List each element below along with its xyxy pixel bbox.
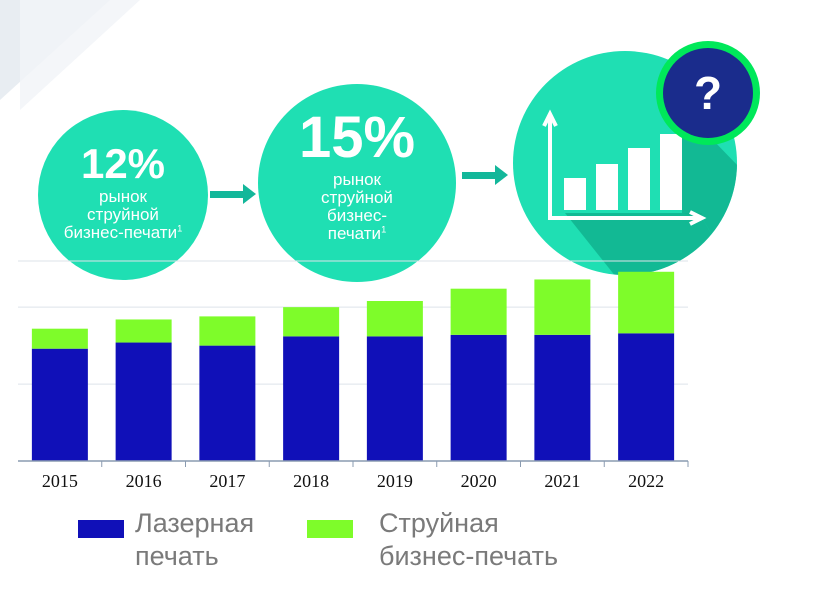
market-share-label: рынок струйной бизнес-печати1	[321, 170, 393, 243]
bar-laser-2020	[450, 334, 507, 461]
corner-decoration	[0, 0, 140, 110]
x-tick-label-2016: 2016	[126, 471, 162, 491]
question-badge: ?	[656, 41, 760, 145]
market-share-bubble-2015: 12% рынок струйной бизнес-печати1	[38, 110, 208, 280]
question-mark-icon: ?	[663, 48, 753, 138]
bar-laser-2021	[534, 334, 591, 461]
market-share-bubble-2018: 15% рынок струйной бизнес-печати1	[258, 84, 456, 282]
bar-laser-2017	[199, 345, 256, 461]
bar-inkjet-2015	[31, 328, 88, 349]
bar-inkjet-2018	[283, 307, 340, 337]
x-tick-label-2020: 2020	[461, 471, 497, 491]
legend-label-laser: Лазерная печать	[135, 508, 255, 571]
bar-inkjet-2022	[618, 271, 675, 334]
x-tick-label-2015: 2015	[42, 471, 78, 491]
bar-inkjet-2020	[450, 288, 507, 335]
market-share-value: 12%	[80, 140, 166, 187]
bar-inkjet-2017	[199, 316, 256, 346]
bar-laser-2016	[115, 342, 172, 461]
bar-inkjet-2021	[534, 279, 591, 335]
legend-swatch-laser	[78, 520, 124, 538]
market-share-label: рынок струйной бизнес-печати1	[63, 187, 183, 242]
x-tick-label-2021: 2021	[544, 471, 580, 491]
arrow-icon	[210, 184, 256, 204]
x-tick-label-2017: 2017	[209, 471, 245, 491]
bar-laser-2019	[366, 336, 423, 461]
x-tick-label-2019: 2019	[377, 471, 413, 491]
bar-laser-2015	[31, 348, 88, 461]
legend-swatch-inkjet	[307, 520, 353, 538]
market-share-value: 15%	[298, 105, 416, 170]
x-tick-label-2022: 2022	[628, 471, 664, 491]
arrow-icon	[462, 165, 508, 185]
bar-laser-2018	[283, 336, 340, 461]
bar-laser-2022	[618, 333, 675, 461]
bar-inkjet-2019	[366, 301, 423, 337]
bar-inkjet-2016	[115, 319, 172, 343]
legend-label-inkjet: Струйная бизнес-печать	[379, 508, 559, 571]
x-tick-label-2018: 2018	[293, 471, 329, 491]
stacked-bar-chart: 2015 2016 2017 2018 2019 2020 2021 2022	[18, 260, 689, 491]
